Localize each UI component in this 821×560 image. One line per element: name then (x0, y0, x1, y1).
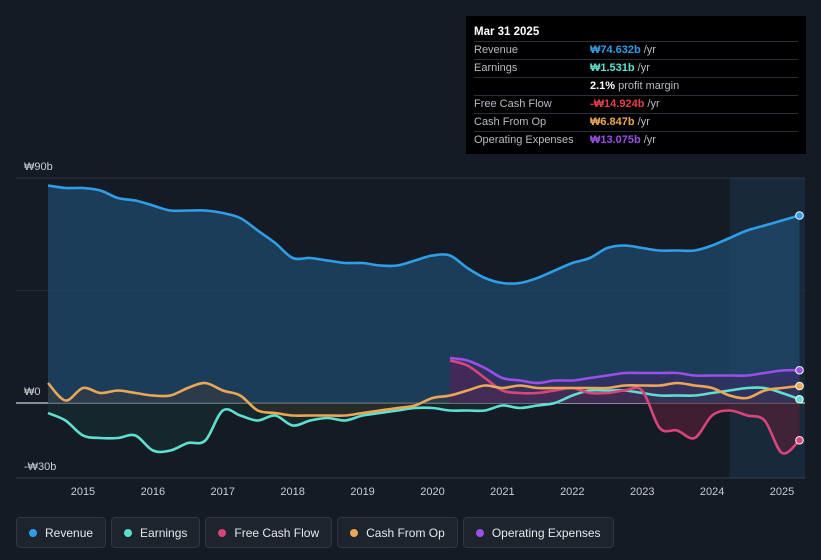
y-tick-label: ₩90b (24, 161, 53, 173)
chart: ₩90b ₩0 -₩30b 2015 2016 2017 2018 2019 2020 2021 2… (16, 161, 805, 498)
x-tick-label: 2020 (420, 486, 444, 498)
end-marker-revenue[interactable] (795, 211, 804, 220)
x-tick-label: 2016 (141, 486, 165, 498)
y-tick-label: -₩30b (24, 461, 56, 473)
tooltip-row: Operating Expenses ₩13.075b/yr (474, 131, 798, 149)
x-tick-label: 2019 (350, 486, 374, 498)
legend: Revenue Earnings Free Cash Flow Cash From O… (16, 517, 619, 548)
x-tick-label: 2025 (770, 486, 794, 498)
tooltip-row: Earnings ₩1.531b/yr (474, 59, 798, 77)
area-revenue (48, 185, 800, 403)
tooltip-unit: /yr (643, 134, 656, 146)
tooltip-row: Revenue ₩74.632b/yr (474, 41, 798, 59)
tooltip-unit: /yr (647, 98, 660, 110)
area-earnings (48, 387, 800, 452)
tooltip-value: 2.1% (590, 80, 616, 92)
x-tick-label: 2017 (211, 486, 235, 498)
legend-item-revenue[interactable]: Revenue (16, 517, 107, 548)
tooltip-label: Earnings (474, 62, 518, 74)
end-marker-free-cash-flow[interactable] (795, 435, 804, 445)
tooltip-value: ₩6.847b (590, 116, 635, 128)
tooltip-unit: /yr (637, 116, 650, 128)
tooltip-unit: profit margin (618, 80, 680, 92)
legend-dot-icon (350, 528, 359, 537)
tooltip-panel: Mar 31 2025 Revenue ₩74.632b/yr Earnings ₩1… (466, 16, 806, 154)
series-line-revenue (47, 184, 800, 285)
tooltip-row: 2.1% profit margin (474, 77, 798, 95)
legend-dot-icon (475, 528, 484, 537)
tooltip-date: Mar 31 2025 (474, 26, 540, 38)
tooltip-label: Operating Expenses (474, 134, 574, 146)
end-marker-earnings[interactable] (795, 394, 804, 404)
x-tick-label: 2018 (280, 486, 304, 498)
legend-dot-icon (218, 528, 227, 537)
x-tick-label: 2024 (700, 486, 724, 498)
legend-dot-icon (29, 528, 37, 537)
legend-label: Free Cash Flow (234, 525, 320, 540)
area-free-cash-flow (449, 360, 800, 454)
end-marker-cash-from-op[interactable] (795, 381, 804, 391)
tooltip-row: Free Cash Flow -₩14.924b/yr (474, 95, 798, 113)
legend-item-operating-expenses[interactable]: Operating Expenses (462, 517, 614, 548)
end-marker-operating-expenses[interactable] (795, 365, 804, 375)
tooltip-unit: /yr (637, 62, 650, 74)
x-tick-label: 2015 (71, 486, 95, 498)
tooltip-value: ₩1.531b (590, 62, 635, 74)
tooltip-row: Cash From Op ₩6.847b/yr (474, 113, 798, 131)
legend-label: Revenue (45, 525, 94, 540)
legend-label: Earnings (140, 525, 188, 540)
legend-item-earnings[interactable]: Earnings (111, 517, 201, 548)
x-tick-label: 2023 (630, 486, 654, 498)
tooltip-label: Free Cash Flow (474, 98, 552, 110)
legend-dot-icon (124, 528, 133, 537)
tooltip-value: -₩14.924b (590, 98, 645, 110)
tooltip-unit: /yr (643, 44, 656, 56)
tooltip-value: ₩13.075b (590, 134, 641, 146)
x-tick-label: 2022 (560, 486, 584, 498)
x-tick-label: 2021 (490, 486, 514, 498)
tooltip-value: ₩74.632b (590, 44, 641, 56)
legend-label: Operating Expenses (491, 525, 601, 540)
legend-item-free-cash-flow[interactable]: Free Cash Flow (205, 517, 333, 548)
tooltip-label: Revenue (474, 44, 519, 56)
series-line-cash-from-op (47, 381, 800, 417)
tooltip-label (474, 78, 590, 95)
legend-item-cash-from-op[interactable]: Cash From Op (337, 517, 458, 548)
series-line-earnings (47, 386, 800, 454)
y-tick-label: ₩0 (24, 386, 41, 398)
tooltip-label: Cash From Op (474, 116, 547, 128)
legend-label: Cash From Op (366, 525, 445, 540)
